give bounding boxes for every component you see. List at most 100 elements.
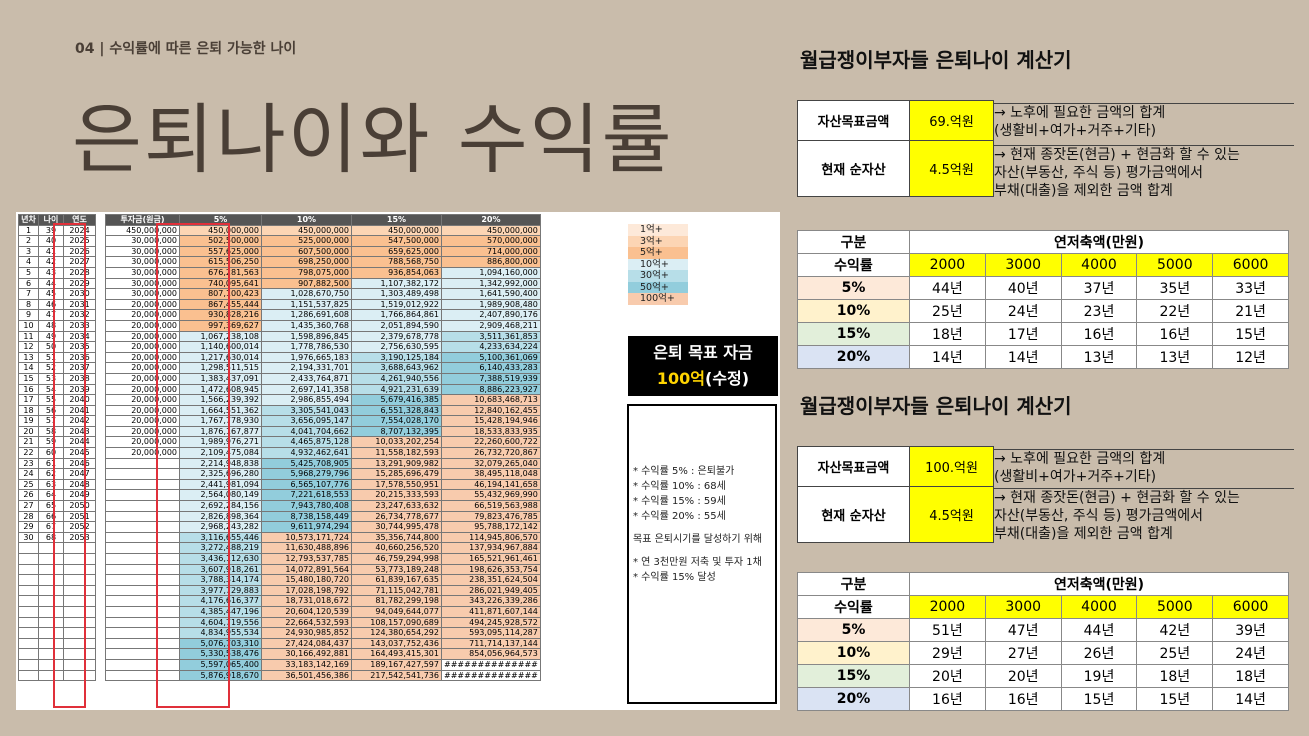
years-cell: 37년 bbox=[1060, 276, 1138, 300]
table-cell: 450,000,000 bbox=[261, 224, 352, 237]
table-cell bbox=[18, 627, 39, 639]
table-cell: 27,424,084,437 bbox=[261, 637, 352, 650]
table-cell: 26,732,720,867 bbox=[441, 447, 541, 459]
table-cell: 3,688,643,962 bbox=[351, 362, 442, 374]
table-cell: ############## bbox=[441, 669, 541, 682]
net-note-line2: 자산(부동산, 주식 등) 평가금액에서 bbox=[994, 508, 1204, 524]
target-asset-value[interactable]: 69.억원 bbox=[909, 100, 994, 141]
legend-item: 1억+ bbox=[628, 224, 720, 236]
table-cell: 8 bbox=[18, 298, 39, 311]
column-gap bbox=[95, 436, 106, 448]
net-note-line1: → 현재 종잣돈(현금) + 현금화 할 수 있는 bbox=[994, 147, 1240, 163]
note-line bbox=[633, 547, 771, 555]
savings-amount: 5000 bbox=[1136, 595, 1214, 619]
years-cell: 13년 bbox=[1060, 345, 1138, 369]
table-cell: 5 bbox=[18, 266, 39, 279]
table-cell: 3,190,125,184 bbox=[351, 351, 442, 364]
table-cell: 30,744,995,478 bbox=[351, 521, 442, 533]
table-row: 23 61 2046 2,214,948,838 5,425,708,905 13,291… bbox=[18, 457, 541, 470]
table-row: 24 62 2047 2,325,696,280 5,968,279,796 15,285… bbox=[18, 468, 541, 480]
table-cell: 21 bbox=[18, 436, 39, 449]
table-row: 4,176,616,377 18,731,018,672 81,782,299,19… bbox=[18, 595, 541, 607]
years-cell: 14년 bbox=[1212, 687, 1289, 711]
spreadsheet-image: 년차 나이 연도 투자금(원금) 5% 10% 15% 20% 1 39 2024 450,000,… bbox=[16, 212, 780, 710]
years-cell: 18년 bbox=[1136, 664, 1214, 688]
table-cell: 2045 bbox=[63, 447, 96, 459]
column-gap bbox=[95, 447, 106, 459]
net-asset-value[interactable]: 4.5억원 bbox=[909, 140, 994, 197]
column-header: 10% bbox=[261, 214, 352, 226]
table-cell: 143,037,752,436 bbox=[351, 637, 442, 650]
column-gap bbox=[95, 394, 106, 406]
years-cell: 27년 bbox=[984, 641, 1062, 665]
table-row: 17 55 2040 20,000,000 1,566,239,392 2,986,855… bbox=[18, 394, 541, 406]
table-cell: 15 bbox=[18, 372, 39, 385]
calculator-inputs-2: 자산목표금액 100.억원 현재 순자산 4.5억원 bbox=[797, 446, 994, 543]
column-gap bbox=[95, 627, 106, 639]
table-header-row: 수익률 2000 3000 4000 5000 6000 bbox=[797, 253, 1289, 277]
table-cell: 10,683,468,713 bbox=[441, 394, 541, 406]
table-cell: 20,215,333,593 bbox=[351, 489, 442, 502]
table-cell: 19 bbox=[18, 415, 39, 427]
target-note-2: → 노후에 필요한 금액의 합계 (생활비+여가+거주+기타) bbox=[994, 449, 1294, 486]
years-cell: 51년 bbox=[909, 618, 986, 642]
notes-box: * 수익률 5% : 은퇴불가 * 수익률 10% : 68세 * 수익률 15% … bbox=[627, 404, 777, 704]
table-cell: 17,578,550,951 bbox=[351, 478, 442, 491]
table-cell: 4,261,940,556 bbox=[351, 372, 442, 385]
slide-subtitle: 04 | 수익률에 따른 은퇴 가능한 나이 bbox=[75, 41, 297, 57]
table-cell: 17 bbox=[18, 394, 39, 406]
table-row: 3,436,112,630 12,793,537,785 46,759,294,99… bbox=[18, 553, 541, 565]
table-cell: 2,986,855,494 bbox=[261, 394, 352, 406]
table-cell bbox=[18, 669, 39, 682]
column-gap bbox=[95, 225, 106, 236]
table-row: 29 67 2052 2,968,243,282 9,611,974,294 30,744… bbox=[18, 521, 541, 533]
table-row: 14 52 2037 20,000,000 1,298,511,515 2,194,331… bbox=[18, 362, 541, 374]
table-cell: 4,465,875,128 bbox=[261, 436, 352, 449]
table-cell: 18,533,833,935 bbox=[441, 425, 541, 438]
table-cell: 95,788,172,142 bbox=[441, 521, 541, 533]
table-cell: 11 bbox=[18, 330, 39, 343]
table-row: 27 65 2050 2,692,284,156 7,943,780,408 23,247… bbox=[18, 500, 541, 512]
target-asset-value[interactable]: 100.억원 bbox=[909, 446, 994, 487]
column-header: 20% bbox=[441, 214, 541, 226]
calculator-title-2: 월급쟁이부자들 은퇴나이 계산기 bbox=[800, 394, 1072, 418]
column-gap bbox=[95, 511, 106, 522]
table-cell: 55,432,969,990 bbox=[441, 489, 541, 502]
table-cell: 5,679,416,385 bbox=[351, 394, 442, 406]
table-cell: 32,079,265,040 bbox=[441, 457, 541, 470]
table-cell: 607,500,000 bbox=[261, 245, 352, 258]
table-cell: 1 bbox=[18, 224, 39, 237]
column-header: 15% bbox=[351, 214, 442, 226]
legend-item: 30억+ bbox=[628, 270, 720, 282]
table-cell: 6,140,433,283 bbox=[441, 362, 541, 374]
table-row: 7 45 2030 30,000,000 807,100,423 1,028,670,75… bbox=[18, 288, 541, 300]
principal-column-highlight bbox=[156, 223, 230, 708]
table-row: 28 66 2051 2,826,898,364 8,738,158,449 26,734… bbox=[18, 510, 541, 523]
goal-amount: 100억 bbox=[656, 369, 706, 388]
table-cell: 12 bbox=[18, 341, 39, 353]
target-note-1: → 노후에 필요한 금액의 합계 (생활비+여가+거주+기타) bbox=[994, 103, 1294, 140]
table-cell: 40,660,256,520 bbox=[351, 542, 442, 554]
column-gap bbox=[95, 341, 106, 353]
table-cell: 525,000,000 bbox=[261, 235, 352, 247]
table-row: 4,604,719,556 22,664,532,593 108,157,090,6… bbox=[18, 616, 541, 629]
table-cell: 3 bbox=[18, 245, 39, 258]
table-row: 15% 18년 17년 16년 16년 15년 bbox=[797, 322, 1289, 346]
years-cell: 18년 bbox=[1212, 664, 1289, 688]
table-cell: 10,573,171,724 bbox=[261, 531, 352, 544]
table-cell: 22,260,600,722 bbox=[441, 436, 541, 449]
net-asset-value[interactable]: 4.5억원 bbox=[909, 486, 994, 543]
table-cell: 2040 bbox=[63, 394, 96, 406]
table-cell: 10 bbox=[18, 319, 39, 332]
net-asset-label: 현재 순자산 bbox=[797, 140, 910, 197]
table-cell: 4,932,462,641 bbox=[261, 447, 352, 459]
table-cell: 36,501,456,386 bbox=[261, 669, 352, 682]
years-cell: 12년 bbox=[1212, 345, 1289, 369]
table-cell: 2,379,678,778 bbox=[351, 330, 442, 343]
table-cell: 189,167,427,597 bbox=[351, 658, 442, 671]
target-note-line2: (생활비+여가+거주+기타) bbox=[994, 123, 1157, 139]
table-cell bbox=[18, 563, 39, 576]
column-gap bbox=[95, 574, 106, 586]
column-gap bbox=[95, 532, 106, 543]
table-cell: 3,305,541,043 bbox=[261, 404, 352, 417]
